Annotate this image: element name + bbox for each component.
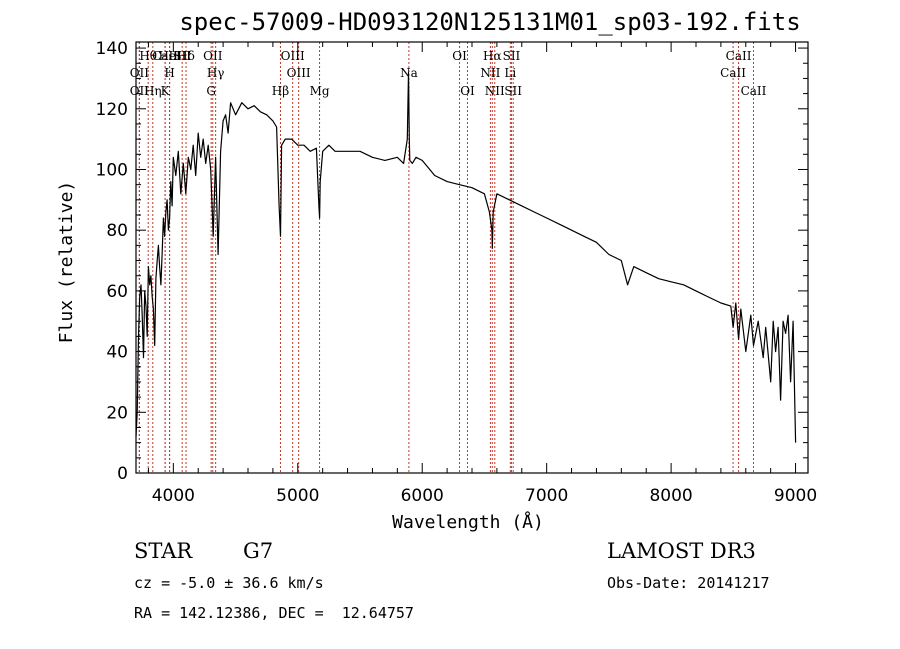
spectral-line-label: Na xyxy=(400,66,418,80)
spectral-line-label: SII xyxy=(173,49,191,63)
y-tick-label: 0 xyxy=(117,464,128,484)
y-tick-label: 40 xyxy=(106,343,128,363)
coordinates-text: RA = 142.12386, DEC = 12.64757 xyxy=(134,604,414,622)
spectral-line-label: G xyxy=(206,84,216,98)
spectral-line-label: Hδ xyxy=(177,49,195,63)
y-tick-label: 60 xyxy=(106,282,128,302)
spectrum-series xyxy=(135,71,797,443)
object-class: STAR xyxy=(134,539,193,563)
survey-name: LAMOST DR3 xyxy=(607,539,756,563)
x-tick-label: 9000 xyxy=(774,486,817,506)
spectral-line-label: CaII xyxy=(741,84,767,98)
spectral-line-label: CaII xyxy=(726,49,752,63)
spectral-line-label: CaII xyxy=(152,49,178,63)
plot-frame xyxy=(135,41,809,474)
chart-title: spec-57009-HD093120N125131M01_sp03-192.f… xyxy=(179,8,801,36)
y-tick-label: 140 xyxy=(96,39,128,59)
spectral-line-label: OI xyxy=(460,84,475,98)
x-axis-title: Wavelength (Å) xyxy=(392,511,544,533)
spectrum-line xyxy=(135,71,797,443)
spectral-line-label: Li xyxy=(504,66,516,80)
spectral-line-label: NII xyxy=(485,84,505,98)
x-tick-label: 6000 xyxy=(401,486,444,506)
spectral-line-label: HeI xyxy=(158,49,181,63)
x-tick-label: 8000 xyxy=(649,486,692,506)
spectral-line-label: OII xyxy=(130,66,150,80)
x-tick-label: 7000 xyxy=(525,486,568,506)
x-tick-label: 4000 xyxy=(152,486,195,506)
spectral-line-label: Hα xyxy=(483,49,502,63)
spectral-line-label: OII xyxy=(130,84,150,98)
y-tick-label: 20 xyxy=(106,403,128,423)
y-tick-label: 100 xyxy=(96,160,128,180)
spectral-line-label: OIII xyxy=(281,49,305,63)
spectral-line-label: OIII xyxy=(287,66,311,80)
obs-date-text: Obs-Date: 20141217 xyxy=(607,574,770,592)
y-tick-label: 120 xyxy=(96,100,128,120)
object-subclass: G7 xyxy=(243,539,274,563)
spectral-line-label: NII xyxy=(480,66,500,80)
y-axis-title: Flux (relative) xyxy=(56,181,77,344)
spectral-line-label: Hβ xyxy=(272,84,289,98)
spectral-line-label: Hθ xyxy=(139,49,157,63)
x-tick-label: 5000 xyxy=(276,486,319,506)
spectral-line-markers xyxy=(138,42,754,473)
spectral-line-label: OII xyxy=(203,49,223,63)
spectral-line-label: SII xyxy=(504,84,522,98)
spectral-line-label: K xyxy=(161,84,171,98)
plot-axes xyxy=(135,41,809,474)
redshift-text: cz = -5.0 ± 36.6 km/s xyxy=(134,574,324,592)
spectral-line-label: Hγ xyxy=(207,66,225,80)
y-tick-label: 80 xyxy=(106,221,128,241)
axis-ticks: 4000 5000 6000 7000 8000 9000 0 20 40 60 80 100 120 1… xyxy=(96,39,818,506)
spectral-line-label: H xyxy=(164,66,174,80)
spectral-line-label: Hη xyxy=(144,84,162,98)
spectral-line-label: Mg xyxy=(310,84,330,98)
spectral-line-label: OI xyxy=(452,49,467,63)
spectral-line-label: SII xyxy=(503,49,521,63)
spectral-line-label: CaII xyxy=(720,66,746,80)
